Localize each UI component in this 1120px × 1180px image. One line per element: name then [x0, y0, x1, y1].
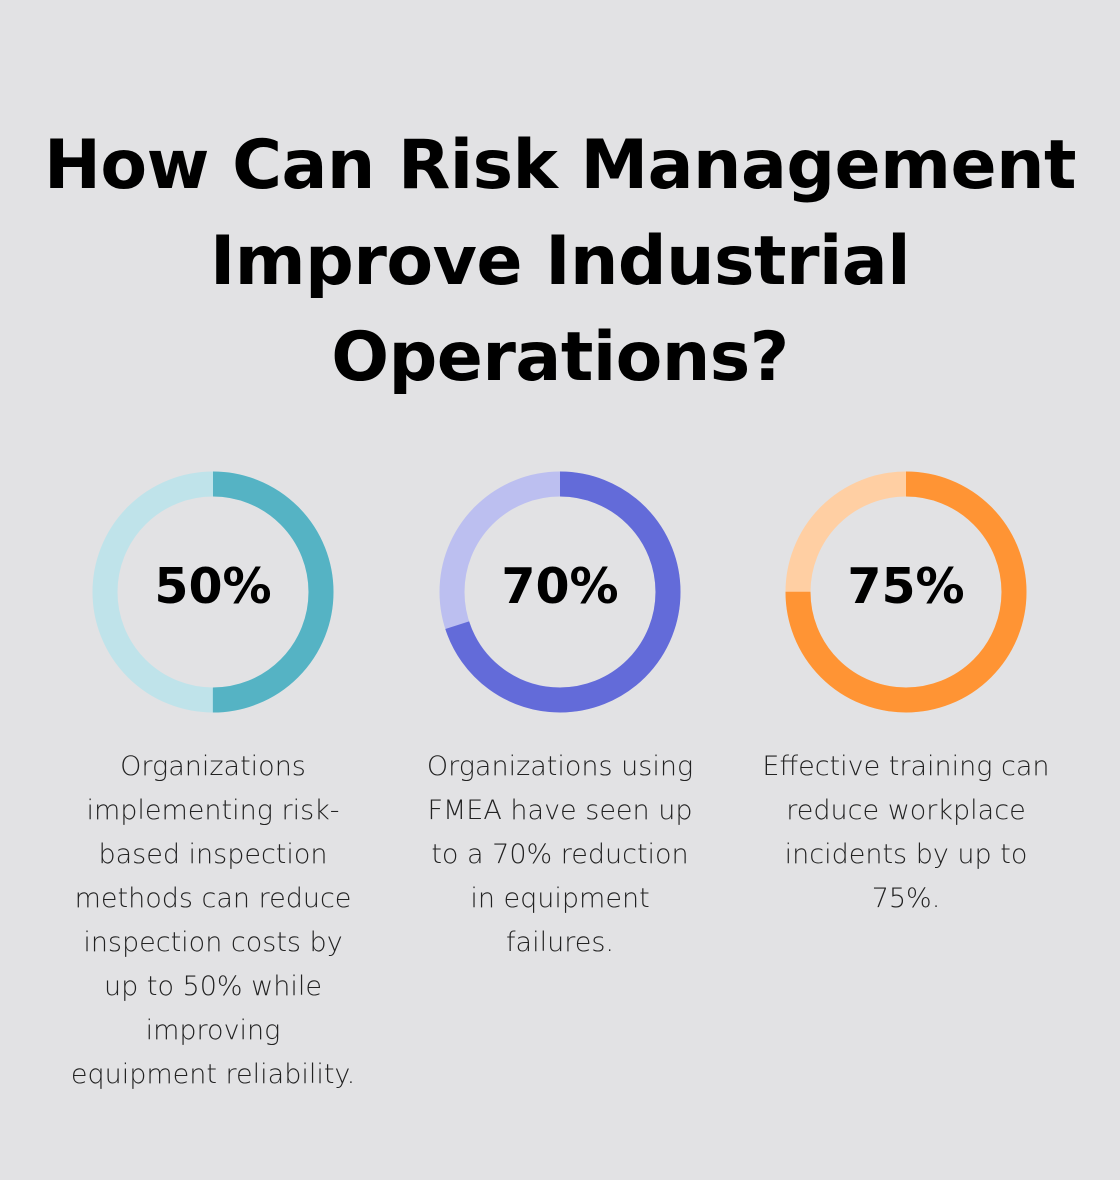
description-line: Organizations using	[426, 751, 694, 782]
stat-description: Organizations using FMEA have seen up to…	[390, 745, 730, 965]
donut-value-arc	[439, 471, 681, 713]
description-line: inspection costs by	[83, 927, 343, 958]
description-line: to a 70% reduction	[431, 839, 689, 870]
description-line: incidents by up to	[784, 839, 1028, 870]
description-line: methods can reduce	[74, 883, 352, 914]
description-line: reduce workplace	[786, 795, 1026, 826]
donut-percent-label: 75%	[847, 558, 965, 615]
description-line: based inspection	[98, 839, 328, 870]
donut-chart-1	[92, 471, 334, 713]
description-line: failures.	[506, 927, 614, 958]
donut-chart-3	[785, 471, 1027, 713]
stat-description: Organizations implementing risk- based i…	[43, 745, 383, 1097]
description-line: FMEA have seen up	[427, 795, 693, 826]
description-line: up to 50% while	[104, 971, 322, 1002]
stat-description: Effective training can reduce workplace …	[736, 745, 1076, 921]
description-line: improving	[145, 1015, 281, 1046]
donut-percent-label: 50%	[154, 558, 272, 615]
donut-percent-label: 70%	[501, 558, 619, 615]
description-line: implementing risk-	[86, 795, 340, 826]
donut-value-arc	[92, 471, 334, 713]
description-line: in equipment	[470, 883, 650, 914]
description-line: Effective training can	[762, 751, 1050, 782]
donut-value-arc	[785, 471, 1027, 713]
description-line: 75%.	[871, 883, 941, 914]
donut-chart-2	[439, 471, 681, 713]
title-line-3: Operations?	[331, 318, 789, 397]
title-line-2: Improve Industrial	[209, 222, 911, 301]
page-title: How Can Risk Management Improve Industri…	[40, 118, 1080, 406]
description-line: equipment reliability.	[70, 1059, 356, 1090]
title-line-1: How Can Risk Management	[43, 126, 1077, 205]
description-line: Organizations	[120, 751, 306, 782]
